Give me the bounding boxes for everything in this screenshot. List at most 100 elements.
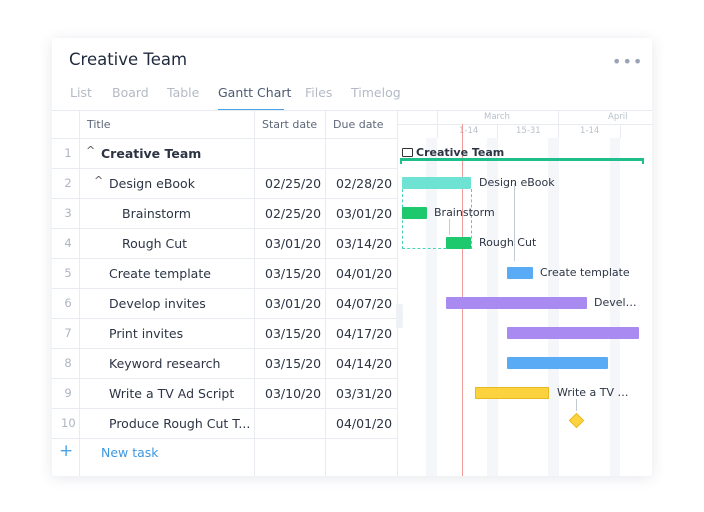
start-date: 03/15/20 (265, 266, 322, 281)
period-label: 1-14 (580, 126, 600, 136)
weekend-stripe (610, 138, 620, 476)
task-title: Creative Team (101, 146, 202, 161)
task-title: Rough Cut (122, 236, 188, 251)
bar-label: Brainstorm (434, 206, 495, 219)
period-label: 15-31 (516, 126, 541, 136)
divider (52, 110, 652, 111)
task-bar[interactable] (475, 387, 549, 399)
due-date: 03/01/20 (336, 206, 393, 221)
folder-icon (402, 148, 413, 157)
column-header: Title (87, 118, 111, 131)
month-line (558, 110, 559, 124)
start-date: 03/10/20 (265, 386, 322, 401)
weekend-stripe (426, 138, 437, 476)
bar-label: Design eBook (479, 176, 555, 189)
row-divider (52, 258, 397, 259)
due-date: 04/01/20 (336, 416, 393, 431)
period-line (620, 124, 621, 138)
row-number: 2 (64, 176, 72, 190)
project-card: Creative Team ••• List Board Table Gantt Ch… (52, 38, 652, 476)
row-divider (52, 198, 397, 199)
task-bar[interactable] (446, 237, 471, 249)
row-divider (52, 168, 397, 169)
tab[interactable]: Timelog (351, 85, 401, 100)
divider (52, 138, 397, 139)
task-title: Produce Rough Cut T... (109, 416, 251, 431)
task-title: Design eBook (109, 176, 195, 191)
group-outline (402, 189, 472, 249)
milestone[interactable] (568, 412, 585, 429)
row-number: 3 (64, 206, 72, 220)
column-line (397, 110, 398, 476)
collapse-chevron[interactable]: ^ (94, 174, 104, 187)
task-title: Keyword research (109, 356, 221, 371)
task-bar[interactable] (402, 207, 427, 219)
timeline-divider (397, 124, 652, 125)
period-line (497, 124, 498, 138)
due-date: 04/01/20 (336, 266, 393, 281)
dependency (576, 399, 577, 411)
bar-label: Write a TV Ad Script (557, 386, 629, 399)
row-divider (52, 378, 397, 379)
task-title: Write a TV Ad Script (109, 386, 235, 401)
row-number: 9 (64, 386, 72, 400)
month-line (437, 110, 438, 124)
start-date: 03/01/20 (265, 296, 322, 311)
period-line (558, 124, 559, 138)
dependency (449, 219, 450, 235)
project-title: Creative Team (69, 50, 188, 69)
pane-handle[interactable] (396, 304, 403, 328)
task-bar[interactable] (507, 327, 639, 339)
column-line (254, 110, 255, 476)
tab[interactable]: List (70, 85, 92, 100)
collapse-chevron[interactable]: ^ (86, 144, 96, 157)
bar-label: Create template (540, 266, 630, 279)
due-date: 04/07/20 (336, 296, 393, 311)
task-title: Create template (109, 266, 211, 281)
tab[interactable]: Gantt Chart (218, 85, 292, 100)
due-date: 03/14/20 (336, 236, 393, 251)
bar-label: Rough Cut (479, 236, 537, 249)
month-label: March (484, 112, 510, 122)
column-header: Start date (262, 118, 318, 131)
row-divider (52, 408, 397, 409)
row-divider (52, 228, 397, 229)
row-number: 10 (61, 416, 76, 430)
row-divider (52, 348, 397, 349)
bar-label: Develop invites (594, 296, 642, 309)
row-number: 4 (64, 236, 72, 250)
tab[interactable]: Files (305, 85, 333, 100)
row-divider (52, 288, 397, 289)
due-date: 03/31/20 (336, 386, 393, 401)
summary-cap (642, 158, 644, 164)
task-bar[interactable] (402, 177, 471, 189)
row-number: 6 (64, 296, 72, 310)
start-date: 02/25/20 (265, 206, 322, 221)
task-title: Print invites (109, 326, 184, 341)
start-date: 03/15/20 (265, 326, 322, 341)
task-title: Develop invites (109, 296, 206, 311)
row-divider (52, 438, 397, 439)
new-task[interactable]: New task (101, 445, 159, 460)
start-date: 03/15/20 (265, 356, 322, 371)
row-number: 5 (64, 266, 72, 280)
start-date: 02/25/20 (265, 176, 322, 191)
task-bar[interactable] (446, 297, 587, 309)
task-bar[interactable] (507, 267, 533, 279)
row-number: 8 (64, 356, 72, 370)
column-line (325, 110, 326, 476)
start-date: 03/01/20 (265, 236, 322, 251)
task-title: Brainstorm (122, 206, 191, 221)
more-menu[interactable]: ••• (612, 52, 644, 71)
column-header: Due date (333, 118, 384, 131)
tab[interactable]: Board (112, 85, 149, 100)
task-bar[interactable] (507, 357, 608, 369)
summary-cap (400, 158, 402, 164)
month-label: April (608, 112, 628, 122)
due-date: 02/28/20 (336, 176, 393, 191)
period-line (437, 124, 438, 138)
dependency (514, 183, 515, 261)
add-icon[interactable]: + (59, 441, 74, 461)
tab[interactable]: Table (167, 85, 200, 100)
